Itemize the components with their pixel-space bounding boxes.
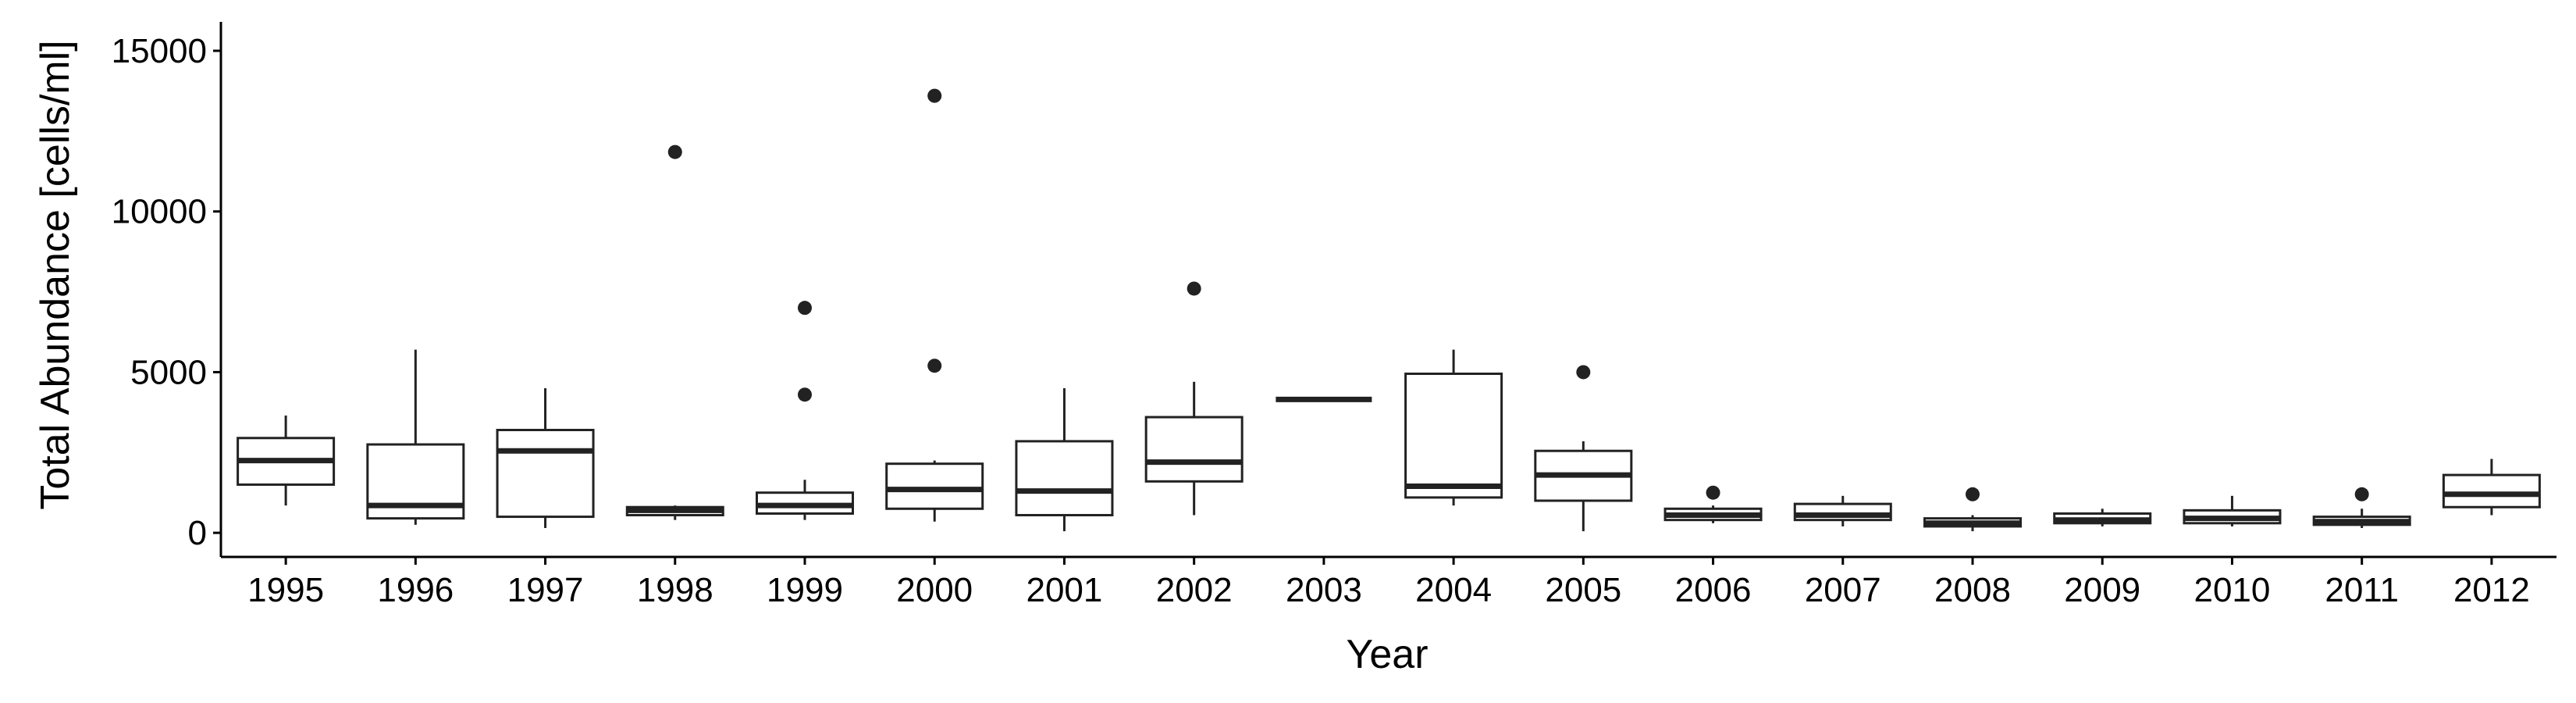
x-tick-label: 2002 — [1156, 571, 1233, 609]
outlier-point — [2354, 487, 2369, 501]
x-tick-label: 2001 — [1026, 571, 1102, 609]
x-tick-label: 2006 — [1675, 571, 1752, 609]
box-iqr — [885, 462, 984, 510]
x-tick-label: 2004 — [1415, 571, 1492, 609]
outlier-point — [798, 301, 812, 316]
x-tick-label: 2008 — [1934, 571, 2011, 609]
outlier-point — [667, 145, 682, 159]
box-iqr — [1015, 440, 1114, 517]
x-tick-label: 2007 — [1805, 571, 1881, 609]
x-tick-label: 1995 — [247, 571, 324, 609]
y-tick-label: 10000 — [112, 193, 207, 231]
box-iqr — [1404, 372, 1503, 499]
outlier-point — [798, 387, 812, 402]
outlier-point — [927, 359, 942, 373]
y-tick-label: 0 — [188, 514, 207, 552]
box-iqr — [2442, 473, 2541, 509]
x-tick-label: 1998 — [637, 571, 713, 609]
box-iqr — [1144, 416, 1244, 483]
outlier-point — [927, 88, 942, 103]
outlier-point — [1966, 487, 1980, 501]
y-axis-title: Total Abundance [cells/ml] — [33, 40, 78, 509]
x-axis-title: Year — [1346, 632, 1428, 677]
y-tick-label: 5000 — [130, 353, 207, 391]
plot-area: 0 5000 10000 15000 1995 1996 1997 1998 1999 2000 2… — [112, 22, 2556, 609]
x-tick-label: 1999 — [767, 571, 843, 609]
box-iqr — [496, 428, 595, 519]
x-tick-label: 1996 — [377, 571, 454, 609]
outlier-point — [1706, 485, 1720, 500]
x-tick-label: 2009 — [2064, 571, 2140, 609]
outlier-point — [1576, 365, 1591, 380]
y-tick-label: 15000 — [112, 32, 207, 70]
x-tick-label: 2000 — [896, 571, 973, 609]
x-tick-label: 2003 — [1286, 571, 1362, 609]
x-tick-label: 2010 — [2194, 571, 2270, 609]
x-tick-label: 2011 — [2325, 571, 2399, 609]
outlier-point — [1187, 281, 1201, 296]
x-tick-label: 1997 — [507, 571, 584, 609]
x-tick-label: 2012 — [2453, 571, 2530, 609]
x-tick-label: 2005 — [1545, 571, 1621, 609]
